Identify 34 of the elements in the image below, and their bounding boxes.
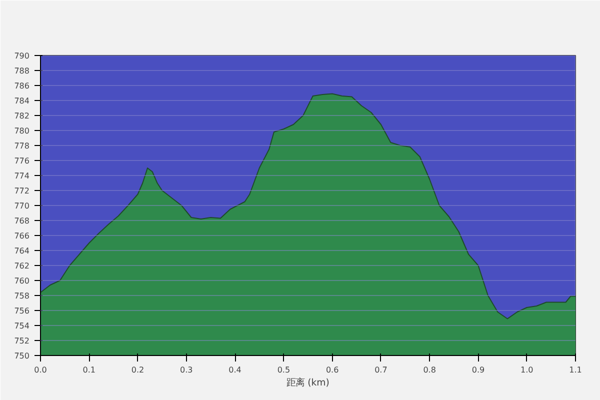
y-tick-label: 760 [14,276,30,286]
y-tick-label: 764 [14,246,30,256]
x-tick-label: 1.1 [569,366,582,374]
y-tick-label: 790 [14,52,30,60]
y-tick-label: 762 [14,262,30,270]
x-tick-label: 0.6 [326,366,339,374]
x-tick-label: 0.8 [423,366,436,374]
x-tick-label: 0.3 [180,366,193,374]
y-tick-label: 788 [14,66,30,76]
y-tick-label: 758 [14,292,30,300]
y-tick-label: 774 [14,172,30,180]
y-tick-label: 766 [14,232,30,240]
x-tick-label: 0.9 [472,366,485,374]
x-tick-label: 0.7 [374,366,388,374]
y-tick-label: 754 [14,322,30,330]
y-tick-label: 768 [14,216,30,226]
y-tick-label: 778 [14,142,30,150]
x-tick-label: 0.2 [131,366,144,374]
x-tick-label: 1.0 [520,366,534,374]
y-tick-label: 784 [14,96,30,106]
x-tick-label: 0.0 [34,366,47,374]
y-tick-label: 750 [14,352,30,360]
y-tick-label: 780 [14,126,30,136]
y-tick-label: 752 [14,336,30,346]
y-tick-label: 772 [14,186,30,196]
y-tick-label: 786 [14,82,30,90]
x-axis-title: 距离 (km) [286,378,330,388]
y-tick-label: 770 [14,202,30,210]
y-tick-label: 776 [14,156,30,166]
x-tick-label: 0.4 [228,366,242,374]
y-tick-label: 782 [14,112,30,120]
y-tick-label: 756 [14,306,30,316]
x-tick-label: 0.5 [277,366,290,374]
x-tick-label: 0.1 [82,366,96,374]
